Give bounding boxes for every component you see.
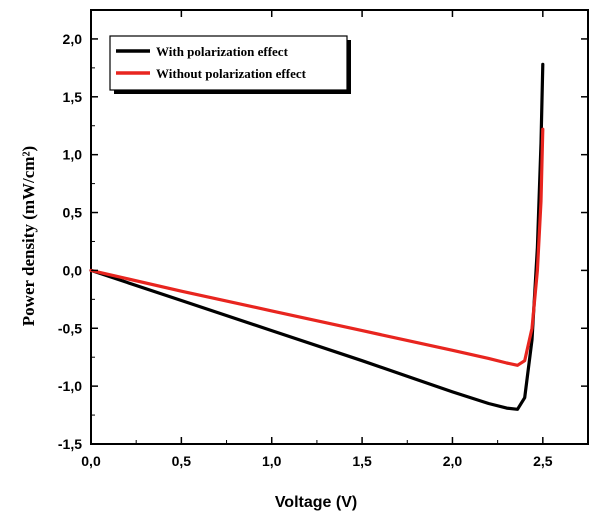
series-line-without-polarization: [89, 127, 545, 367]
y-tick-label: 0,0: [63, 262, 83, 278]
x-axis-title: Voltage (V): [275, 494, 357, 511]
x-tick-label: 1,5: [352, 453, 372, 469]
y-tick-label: -1,5: [58, 436, 82, 452]
y-tick-label: -0,5: [58, 320, 82, 336]
x-tick-label: 2,5: [533, 453, 553, 469]
x-tick-label: 0,0: [81, 453, 101, 469]
legend-entry-label: Without polarization effect: [156, 66, 307, 81]
x-tick-label: 1,0: [262, 453, 282, 469]
axis-ticks: 0,0 0,5 1,0 1,5 2,0 2,5 -1,5 -1,0 -0,5 0,0 0,5 1,0 1…: [58, 10, 588, 469]
series-line-with-polarization: [89, 62, 545, 411]
x-tick-label: 2,0: [443, 453, 463, 469]
y-tick-label: 2,0: [63, 31, 83, 47]
y-tick-label: 0,5: [63, 205, 83, 221]
y-tick-label: 1,5: [63, 89, 83, 105]
legend-box: [109, 35, 348, 91]
legend-entry-label: With polarization effect: [156, 44, 289, 59]
series-lines: [89, 62, 545, 411]
plot-frame: [90, 9, 589, 445]
y-tick-label: -1,0: [58, 378, 82, 394]
y-tick-label: 1,0: [63, 147, 83, 163]
x-tick-label: 0,5: [172, 453, 192, 469]
y-axis-title: Power density (mW/cm²): [19, 146, 38, 326]
legend: With polarization effect Without polariza…: [109, 35, 351, 94]
plot-area: [90, 9, 589, 445]
